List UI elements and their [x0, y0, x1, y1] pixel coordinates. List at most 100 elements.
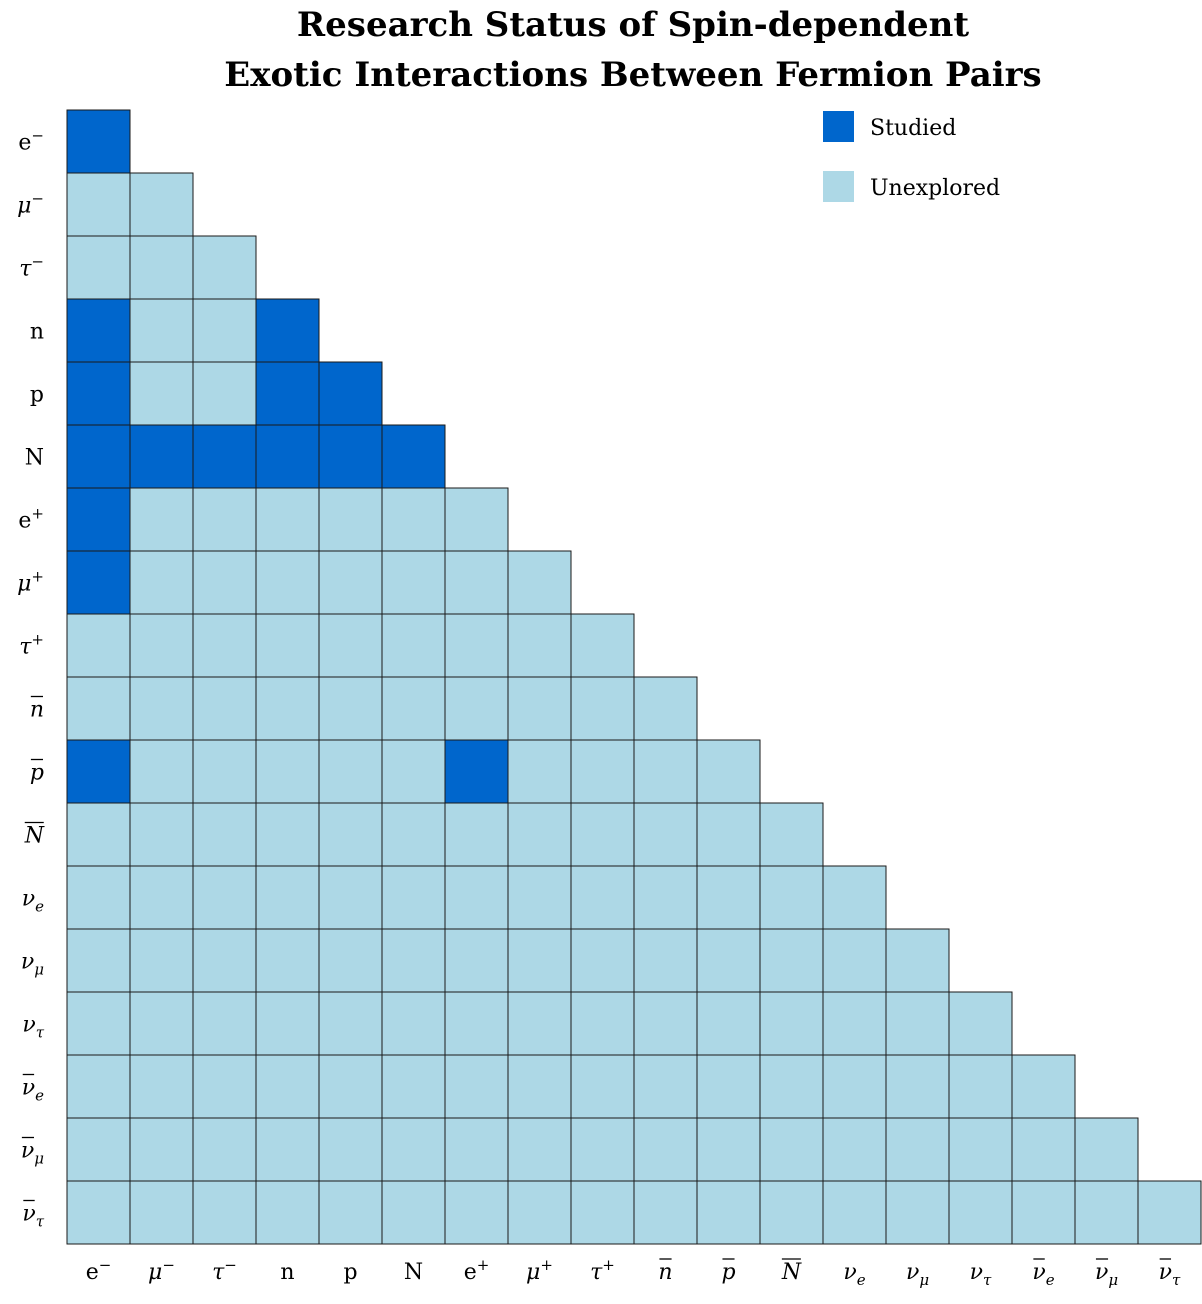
heatmap-cell-4-1-unexplored: [129, 361, 194, 426]
heatmap-cell-15-1-unexplored: [129, 1054, 194, 1119]
x-tick-label-14: ντ: [970, 1260, 992, 1289]
heatmap-cell-17-10-unexplored: [696, 1180, 761, 1245]
heatmap-cell-11-0-unexplored: [66, 802, 131, 867]
heatmap-cell-14-10-unexplored: [696, 991, 761, 1056]
heatmap-cell-7-5-unexplored: [381, 550, 446, 615]
heatmap-cell-3-1-unexplored: [129, 298, 194, 363]
y-tick-label-5: N: [25, 446, 44, 471]
heatmap-cell-17-4-unexplored: [318, 1180, 383, 1245]
heatmap-cell-11-6-unexplored: [444, 802, 509, 867]
heatmap-cell-11-5-unexplored: [381, 802, 446, 867]
heatmap-cell-17-17-unexplored: [1137, 1180, 1202, 1245]
heatmap-cell-7-2-unexplored: [192, 550, 257, 615]
heatmap-cell-17-12-unexplored: [822, 1180, 887, 1245]
heatmap-cell-8-5-unexplored: [381, 613, 446, 678]
heatmap-cell-16-6-unexplored: [444, 1117, 509, 1182]
heatmap-cell-8-2-unexplored: [192, 613, 257, 678]
heatmap-cell-13-3-unexplored: [255, 928, 320, 993]
heatmap-cell-3-0-studied: [66, 298, 131, 363]
heatmap-cell-4-3-studied: [255, 361, 320, 426]
heatmap-cell-16-3-unexplored: [255, 1117, 320, 1182]
heatmap-cell-3-3-studied: [255, 298, 320, 363]
x-tick-label-8: τ+: [590, 1256, 615, 1285]
heatmap-cell-12-1-unexplored: [129, 865, 194, 930]
heatmap-cell-9-2-unexplored: [192, 676, 257, 741]
heatmap-cell-4-2-unexplored: [192, 361, 257, 426]
x-tick-label-10: p: [721, 1260, 735, 1285]
heatmap-cell-12-8-unexplored: [570, 865, 635, 930]
heatmap-cell-14-3-unexplored: [255, 991, 320, 1056]
heatmap-cell-17-0-unexplored: [66, 1180, 131, 1245]
heatmap-cell-6-3-unexplored: [255, 487, 320, 552]
heatmap-cell-14-13-unexplored: [885, 991, 950, 1056]
heatmap-cell-6-5-unexplored: [381, 487, 446, 552]
heatmap-cell-16-8-unexplored: [570, 1117, 635, 1182]
heatmap-cell-13-9-unexplored: [633, 928, 698, 993]
heatmap-cell-16-7-unexplored: [507, 1117, 572, 1182]
heatmap-cell-14-8-unexplored: [570, 991, 635, 1056]
heatmap-cell-9-9-unexplored: [633, 676, 698, 741]
heatmap-cell-12-2-unexplored: [192, 865, 257, 930]
y-tick-label-17: ντ: [22, 1202, 44, 1231]
x-tick-label-6: e+: [464, 1256, 490, 1285]
heatmap-cell-11-7-unexplored: [507, 802, 572, 867]
heatmap-cell-10-10-unexplored: [696, 739, 761, 804]
heatmap-cell-14-1-unexplored: [129, 991, 194, 1056]
heatmap-cell-15-3-unexplored: [255, 1054, 320, 1119]
heatmap-cell-6-0-studied: [66, 487, 131, 552]
y-tick-label-1: μ−: [17, 190, 44, 219]
heatmap-cell-12-10-unexplored: [696, 865, 761, 930]
heatmap-cell-13-13-unexplored: [885, 928, 950, 993]
heatmap-cell-13-4-unexplored: [318, 928, 383, 993]
heatmap-cell-12-11-unexplored: [759, 865, 824, 930]
heatmap-cell-17-11-unexplored: [759, 1180, 824, 1245]
x-tick-label-13: νμ: [906, 1260, 929, 1289]
heatmap-cell-13-6-unexplored: [444, 928, 509, 993]
x-tick-label-5: N: [404, 1260, 423, 1285]
heatmap-cell-10-3-unexplored: [255, 739, 320, 804]
heatmap-cell-17-9-unexplored: [633, 1180, 698, 1245]
heatmap-cell-9-1-unexplored: [129, 676, 194, 741]
y-tick-label-6: e+: [18, 505, 44, 534]
heatmap-cell-13-1-unexplored: [129, 928, 194, 993]
heatmap-cell-10-2-unexplored: [192, 739, 257, 804]
heatmap-cell-12-5-unexplored: [381, 865, 446, 930]
heatmap-cell-15-7-unexplored: [507, 1054, 572, 1119]
heatmap-cells: [66, 109, 1202, 1245]
y-tick-label-11: N: [24, 824, 45, 849]
y-tick-label-3: n: [30, 320, 44, 345]
heatmap-cell-4-0-studied: [66, 361, 131, 426]
heatmap-cell-10-8-unexplored: [570, 739, 635, 804]
heatmap-cell-12-0-unexplored: [66, 865, 131, 930]
heatmap-cell-9-4-unexplored: [318, 676, 383, 741]
y-tick-label-7: μ+: [17, 568, 44, 597]
heatmap-cell-9-0-unexplored: [66, 676, 131, 741]
heatmap-cell-5-4-studied: [318, 424, 383, 489]
y-tick-label-12: νe: [22, 887, 44, 916]
heatmap-cell-10-5-unexplored: [381, 739, 446, 804]
heatmap-cell-17-8-unexplored: [570, 1180, 635, 1245]
heatmap-cell-11-9-unexplored: [633, 802, 698, 867]
y-tick-label-13: νμ: [21, 950, 44, 979]
y-tick-label-14: ντ: [22, 1013, 44, 1042]
heatmap-cell-13-12-unexplored: [822, 928, 887, 993]
heatmap-cell-8-0-unexplored: [66, 613, 131, 678]
heatmap-cell-6-2-unexplored: [192, 487, 257, 552]
legend-swatch-studied: [823, 111, 854, 142]
heatmap-cell-17-3-unexplored: [255, 1180, 320, 1245]
heatmap-cell-9-7-unexplored: [507, 676, 572, 741]
heatmap-cell-11-2-unexplored: [192, 802, 257, 867]
heatmap-cell-16-12-unexplored: [822, 1117, 887, 1182]
heatmap-cell-12-4-unexplored: [318, 865, 383, 930]
y-tick-label-8: τ+: [19, 631, 44, 660]
heatmap-cell-11-4-unexplored: [318, 802, 383, 867]
legend-label-studied: Studied: [870, 116, 956, 141]
heatmap-cell-14-2-unexplored: [192, 991, 257, 1056]
heatmap-cell-14-5-unexplored: [381, 991, 446, 1056]
heatmap-cell-4-4-studied: [318, 361, 383, 426]
heatmap-cell-16-2-unexplored: [192, 1117, 257, 1182]
heatmap-cell-16-16-unexplored: [1074, 1117, 1139, 1182]
heatmap-cell-14-9-unexplored: [633, 991, 698, 1056]
heatmap-cell-14-12-unexplored: [822, 991, 887, 1056]
